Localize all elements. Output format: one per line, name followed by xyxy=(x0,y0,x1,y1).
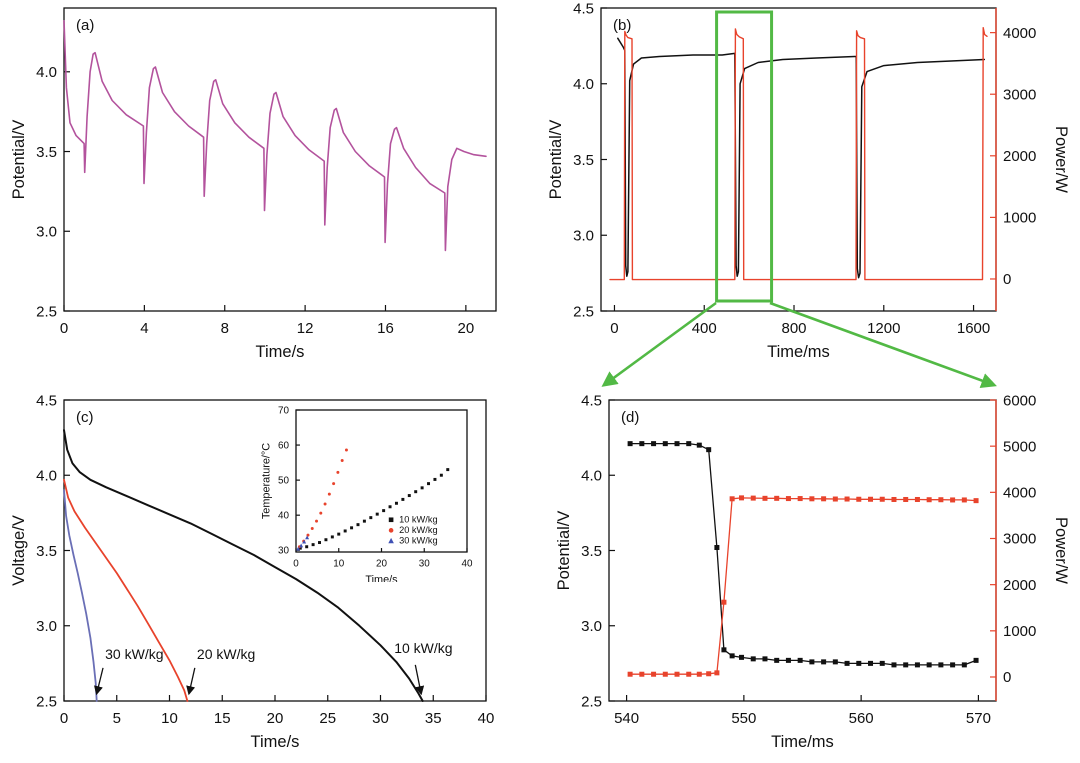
svg-text:2000: 2000 xyxy=(1003,148,1036,165)
svg-text:0: 0 xyxy=(293,559,299,570)
svg-text:2.5: 2.5 xyxy=(36,303,57,320)
svg-text:10: 10 xyxy=(161,710,178,727)
svg-text:3000: 3000 xyxy=(1003,531,1036,548)
svg-text:3.0: 3.0 xyxy=(573,228,594,245)
svg-text:1600: 1600 xyxy=(957,320,990,337)
svg-text:800: 800 xyxy=(781,320,806,337)
svg-text:Power/W: Power/W xyxy=(1052,517,1070,584)
svg-text:20 kW/kg: 20 kW/kg xyxy=(197,646,255,662)
svg-text:6000: 6000 xyxy=(1003,392,1036,409)
panel-d-zoomed-pulse: 540 550 560 570 2.5 3.0 3.5 4.0 4.5 0 1000 2000 3000… xyxy=(545,388,1080,763)
svg-text:4000: 4000 xyxy=(1003,485,1036,502)
svg-text:540: 540 xyxy=(614,710,639,727)
svg-text:3.5: 3.5 xyxy=(36,543,57,560)
chart-svg-c-inset: 0 10 20 30 40 30 40 50 60 70 Time/s Temperature/°C 1… xyxy=(261,405,473,582)
svg-text:4.0: 4.0 xyxy=(36,64,57,81)
svg-text:Potential/V: Potential/V xyxy=(547,120,565,200)
svg-text:3.0: 3.0 xyxy=(581,618,602,635)
svg-text:12: 12 xyxy=(297,320,314,337)
panel-c-temperature-inset: 0 10 20 30 40 30 40 50 60 70 Time/s Temperature/°C 1… xyxy=(250,402,475,582)
svg-text:4.0: 4.0 xyxy=(581,468,602,485)
svg-text:1200: 1200 xyxy=(867,320,900,337)
svg-text:0: 0 xyxy=(1003,271,1011,288)
svg-text:3.0: 3.0 xyxy=(36,618,57,635)
svg-text:4: 4 xyxy=(140,320,148,337)
svg-text:60: 60 xyxy=(278,441,289,452)
svg-text:(c): (c) xyxy=(76,409,94,426)
svg-text:560: 560 xyxy=(849,710,874,727)
svg-text:10: 10 xyxy=(333,559,344,570)
svg-text:4.0: 4.0 xyxy=(36,468,57,485)
svg-text:0: 0 xyxy=(60,320,68,337)
svg-text:10 kW/kg: 10 kW/kg xyxy=(394,640,452,656)
svg-text:16: 16 xyxy=(377,320,394,337)
svg-text:25: 25 xyxy=(319,710,336,727)
svg-text:4.5: 4.5 xyxy=(36,392,57,409)
svg-text:2.5: 2.5 xyxy=(581,693,602,710)
svg-text:4000: 4000 xyxy=(1003,25,1036,42)
svg-text:570: 570 xyxy=(966,710,991,727)
svg-text:0: 0 xyxy=(60,710,68,727)
svg-text:3.5: 3.5 xyxy=(581,543,602,560)
svg-text:40: 40 xyxy=(478,710,495,727)
svg-text:Time/ms: Time/ms xyxy=(771,733,834,751)
svg-text:40: 40 xyxy=(462,559,473,570)
svg-text:Time/ms: Time/ms xyxy=(767,343,830,361)
svg-text:10 kW/kg: 10 kW/kg xyxy=(399,514,438,524)
svg-text:4.5: 4.5 xyxy=(573,0,594,17)
svg-text:40: 40 xyxy=(278,511,289,522)
svg-text:20: 20 xyxy=(458,320,475,337)
svg-text:5000: 5000 xyxy=(1003,438,1036,455)
svg-text:2.5: 2.5 xyxy=(573,303,594,320)
svg-text:(a): (a) xyxy=(76,17,94,34)
svg-text:30 kW/kg: 30 kW/kg xyxy=(105,646,163,662)
svg-text:3.5: 3.5 xyxy=(36,144,57,161)
svg-text:550: 550 xyxy=(731,710,756,727)
svg-text:Time/s: Time/s xyxy=(256,343,305,361)
chart-svg-b: 0 400 800 1200 1600 2.5 3.0 3.5 4.0 4.5 0 1000 2000 3… xyxy=(547,0,1070,361)
svg-text:3.0: 3.0 xyxy=(36,224,57,241)
svg-text:35: 35 xyxy=(425,710,442,727)
svg-text:Potential/V: Potential/V xyxy=(10,120,28,200)
svg-text:15: 15 xyxy=(214,710,231,727)
svg-text:30: 30 xyxy=(419,559,430,570)
panel-a-potential-vs-time: 0 4 8 12 16 20 2.5 3.0 3.5 4.0 Time/s Potential/V (a… xyxy=(0,0,530,376)
svg-text:Time/s: Time/s xyxy=(251,733,300,751)
svg-text:3.5: 3.5 xyxy=(573,152,594,169)
svg-text:30: 30 xyxy=(372,710,389,727)
svg-text:8: 8 xyxy=(221,320,229,337)
chart-svg-a: 0 4 8 12 16 20 2.5 3.0 3.5 4.0 Time/s Potential/V (a… xyxy=(10,7,497,361)
chart-svg-c: 0 5 10 15 20 25 30 35 40 2.5 3.0 3.5 4.0 4.5 Time/s Vol… xyxy=(10,392,495,751)
svg-text:(d): (d) xyxy=(621,409,639,426)
svg-text:1000: 1000 xyxy=(1003,210,1036,227)
svg-text:20 kW/kg: 20 kW/kg xyxy=(399,525,438,535)
svg-text:30 kW/kg: 30 kW/kg xyxy=(399,536,438,546)
svg-text:0: 0 xyxy=(1003,669,1011,686)
svg-text:(b): (b) xyxy=(613,17,631,34)
svg-text:5: 5 xyxy=(113,710,121,727)
svg-text:2.5: 2.5 xyxy=(36,693,57,710)
svg-text:70: 70 xyxy=(278,405,289,416)
svg-text:Voltage/V: Voltage/V xyxy=(10,515,28,586)
svg-text:0: 0 xyxy=(610,320,618,337)
svg-text:50: 50 xyxy=(278,476,289,487)
svg-text:4.0: 4.0 xyxy=(573,76,594,93)
svg-text:20: 20 xyxy=(376,559,387,570)
svg-text:400: 400 xyxy=(692,320,717,337)
chart-svg-d: 540 550 560 570 2.5 3.0 3.5 4.0 4.5 0 1000 2000 3000… xyxy=(555,392,1070,751)
svg-text:4.5: 4.5 xyxy=(581,392,602,409)
svg-text:3000: 3000 xyxy=(1003,86,1036,103)
svg-text:Potential/V: Potential/V xyxy=(555,511,573,591)
svg-text:Temperature/°C: Temperature/°C xyxy=(261,443,273,519)
panel-b-potential-power-vs-time: 0 400 800 1200 1600 2.5 3.0 3.5 4.0 4.5 0 1000 2000 3… xyxy=(545,0,1080,376)
svg-text:Time/s: Time/s xyxy=(365,574,398,582)
svg-text:30: 30 xyxy=(278,546,289,557)
svg-text:2000: 2000 xyxy=(1003,577,1036,594)
svg-text:1000: 1000 xyxy=(1003,623,1036,640)
panel-c-discharge-curves: 0 10 20 30 40 30 40 50 60 70 Time/s Temperature/°C 1… xyxy=(0,388,530,763)
svg-text:20: 20 xyxy=(267,710,284,727)
svg-text:Power/W: Power/W xyxy=(1052,126,1070,193)
